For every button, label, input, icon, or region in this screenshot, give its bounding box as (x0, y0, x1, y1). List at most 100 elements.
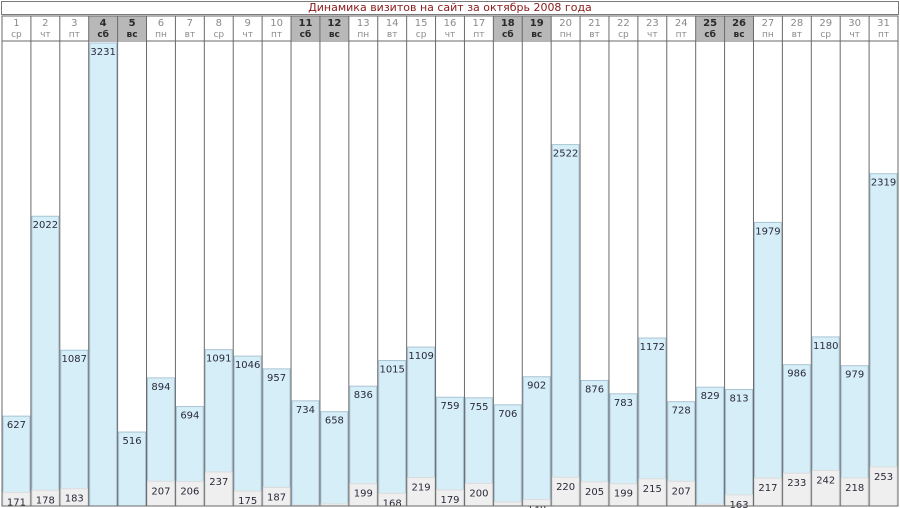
day-number: 26 (732, 18, 746, 29)
day-number: 11 (299, 18, 313, 29)
bar-value-label: 1180 (813, 341, 838, 352)
secondary-value-label: 218 (845, 483, 864, 494)
day-of-week: ср (213, 30, 224, 40)
bar-value-label: 979 (845, 370, 864, 381)
secondary-value-label: 253 (874, 472, 893, 483)
secondary-value-label: 175 (238, 496, 257, 507)
day-header-cell (724, 16, 754, 40)
secondary-value-label: 233 (787, 478, 806, 489)
bar-value-label: 658 (325, 416, 344, 427)
day-of-week: сб (97, 29, 109, 40)
day-number: 9 (244, 18, 250, 29)
day-number: 23 (646, 18, 659, 29)
bar-value-label: 2522 (553, 149, 578, 160)
bar (291, 400, 320, 507)
bar-value-label: 706 (498, 409, 517, 420)
day-header-cell (59, 16, 89, 40)
day-of-week: ср (618, 30, 629, 40)
secondary-bar (840, 477, 869, 507)
bar (262, 368, 291, 507)
bar-value-label: 836 (354, 390, 373, 401)
bar-value-label: 957 (267, 373, 286, 384)
secondary-value-label: 217 (758, 483, 777, 494)
secondary-value-label: 220 (556, 482, 575, 493)
day-number: 21 (588, 18, 601, 29)
bar-value-label: 1172 (640, 342, 665, 353)
day-of-week: вс (127, 30, 138, 40)
day-of-week: чт (445, 30, 456, 40)
day-header-cell (348, 16, 378, 40)
secondary-bar (811, 469, 840, 507)
day-of-week: вс (734, 30, 745, 40)
day-header-cell (840, 16, 870, 40)
day-header: 2чт (30, 16, 60, 40)
day-number: 31 (877, 18, 890, 29)
bar-value-label: 813 (729, 393, 748, 404)
day-header-cell (753, 16, 783, 40)
day-header-cell (175, 16, 205, 40)
day-header-cell (2, 16, 31, 40)
secondary-value-label: 187 (267, 492, 286, 503)
secondary-bar (782, 472, 811, 507)
bar (493, 404, 522, 507)
bar (725, 388, 753, 507)
bar (60, 349, 89, 507)
day-number: 10 (270, 18, 283, 29)
day-number: 27 (762, 18, 775, 29)
column-dividers (1, 15, 899, 507)
day-of-week: пт (69, 30, 80, 40)
day-number: 14 (386, 18, 399, 29)
secondary-bar (147, 480, 175, 507)
day-header-cell (319, 16, 349, 40)
day-header-cell (551, 16, 581, 40)
day-header-cell (233, 16, 263, 40)
day-of-week: вс (329, 30, 340, 40)
day-header-cell (695, 16, 725, 40)
secondary-bar (869, 466, 898, 507)
secondary-bar (493, 501, 522, 507)
bar (89, 42, 118, 507)
day-of-week: чт (647, 30, 658, 40)
secondary-bar (175, 481, 204, 507)
secondary-value-label: 237 (209, 477, 228, 488)
day-header-cell (666, 16, 696, 40)
bar-value-label: 876 (585, 384, 604, 395)
bar-value-label: 1015 (379, 365, 404, 376)
day-header-cell (782, 16, 812, 40)
day-of-week: вт (387, 30, 398, 40)
day-number: 18 (501, 18, 515, 29)
day-header-cell (204, 16, 234, 40)
day-number: 5 (129, 18, 136, 29)
day-header-cell (522, 16, 552, 40)
bar-value-label: 894 (151, 382, 170, 393)
day-header: 5вс (117, 16, 147, 40)
day-of-week: ср (11, 30, 22, 40)
secondary-value-label: 183 (65, 494, 84, 505)
secondary-bar (551, 476, 580, 507)
bar-value-label: 783 (614, 398, 633, 409)
secondary-value-label: 178 (36, 495, 55, 506)
day-header-cell (146, 16, 176, 40)
day-number: 1 (13, 18, 19, 29)
secondary-value-label: 163 (729, 500, 748, 508)
bar-value-label: 759 (440, 401, 459, 412)
day-header-cell (637, 16, 667, 40)
day-of-week: пт (676, 30, 687, 40)
day-of-week: сб (300, 29, 312, 40)
day-of-week: вс (531, 30, 542, 40)
bar-value-label: 829 (701, 391, 720, 402)
bar-value-label: 516 (123, 436, 142, 447)
day-header-cell (291, 16, 320, 40)
bar (2, 415, 31, 507)
bar-value-label: 1979 (755, 226, 780, 237)
secondary-value-label: 215 (643, 484, 662, 495)
bar-value-label: 755 (469, 402, 488, 413)
day-header-cell (377, 16, 407, 40)
secondary-value-label: 207 (672, 486, 691, 497)
